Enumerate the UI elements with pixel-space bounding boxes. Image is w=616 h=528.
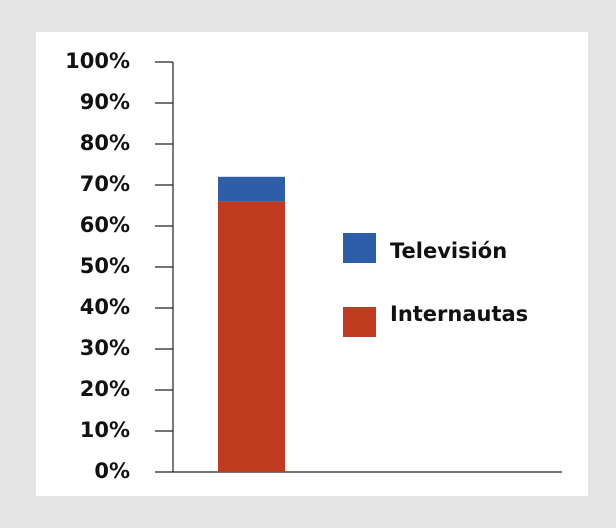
y-tick-label: 70% — [80, 172, 130, 196]
y-tick-label: 50% — [80, 254, 130, 278]
y-tick-label: 80% — [80, 131, 130, 155]
legend-swatch — [343, 307, 376, 337]
y-tick-label: 100% — [65, 49, 130, 73]
bar-segment — [218, 176, 285, 202]
y-tick-label: 10% — [80, 418, 130, 442]
bar-segment — [218, 201, 285, 472]
y-tick-label: 30% — [80, 336, 130, 360]
legend-label: Internautas — [390, 302, 528, 326]
y-tick-label: 0% — [94, 459, 130, 483]
y-tick-label: 60% — [80, 213, 130, 237]
legend-swatch — [343, 233, 376, 263]
legend-label: Televisión — [390, 239, 507, 263]
y-tick-label: 20% — [80, 377, 130, 401]
panel — [36, 32, 588, 496]
y-tick-label: 90% — [80, 90, 130, 114]
y-tick-label: 40% — [80, 295, 130, 319]
